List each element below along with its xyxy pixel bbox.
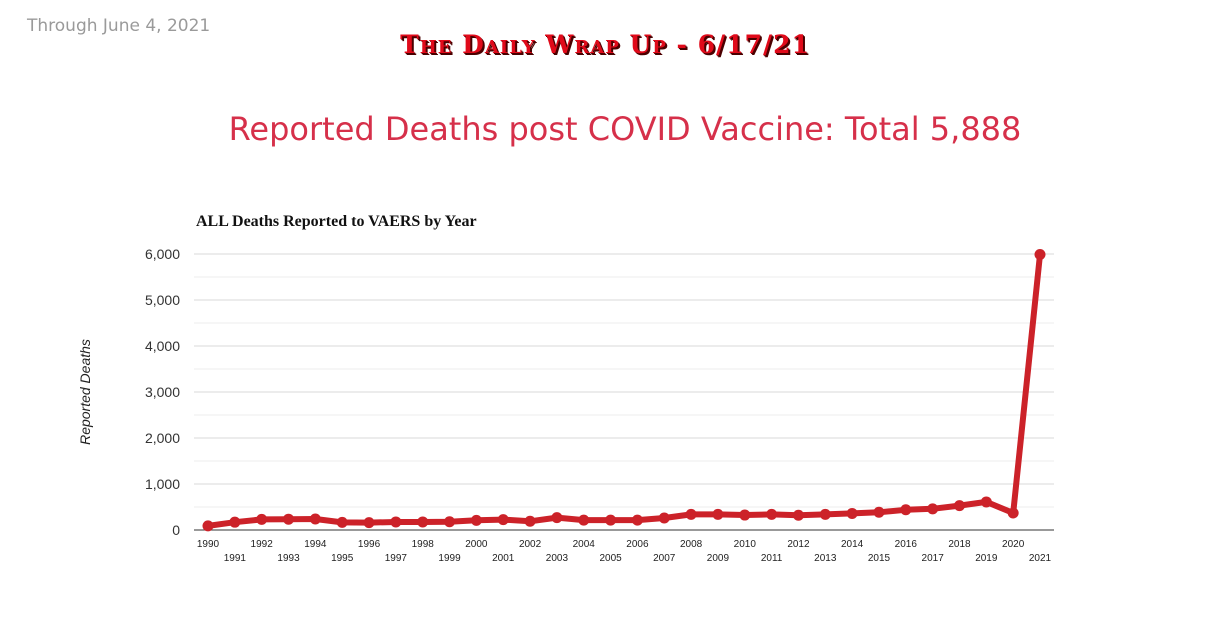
x-tick-label: 2007 — [653, 553, 676, 564]
axes: 0 1,000 2,000 3,000 4,000 5,000 6,000 1990 1991 1… — [145, 246, 1054, 564]
data-point — [551, 512, 563, 524]
data-point — [980, 496, 992, 508]
x-tick-label: 1996 — [358, 539, 381, 550]
data-point — [873, 506, 885, 518]
y-tick-label: 3,000 — [145, 384, 180, 400]
x-tick-label: 2012 — [787, 539, 810, 550]
x-tick-label: 1991 — [224, 553, 247, 564]
data-point — [363, 517, 375, 529]
x-tick-label: 2006 — [626, 539, 649, 550]
data-point — [229, 516, 241, 528]
x-tick-label: 1995 — [331, 553, 354, 564]
data-point — [417, 516, 429, 528]
x-tick-label: 2011 — [761, 553, 783, 564]
data-point — [846, 507, 858, 519]
x-tick-label: 2001 — [492, 553, 515, 564]
data-point — [1007, 507, 1019, 519]
data-point — [900, 504, 912, 516]
data-point — [739, 509, 751, 521]
daily-wrap-up-title: The Daily Wrap Up - 6/17/21 — [400, 30, 810, 59]
headline-title: Reported Deaths post COVID Vaccine: Tota… — [228, 110, 1022, 148]
x-tick-label: 2002 — [519, 539, 542, 550]
x-tick-label: 1997 — [385, 553, 408, 564]
data-point — [819, 508, 831, 520]
y-tick-label: 0 — [172, 522, 180, 538]
data-point — [202, 520, 214, 532]
data-point — [685, 508, 697, 520]
x-tick-label: 2004 — [573, 539, 596, 550]
x-tick-label: 2009 — [707, 553, 730, 564]
x-tick-label: 1994 — [304, 539, 327, 550]
x-tick-label: 2015 — [868, 553, 891, 564]
x-tick-label: 1990 — [197, 539, 220, 550]
data-point — [256, 513, 268, 525]
data-point — [953, 500, 965, 512]
data-point — [497, 514, 509, 526]
x-tick-label: 2010 — [734, 539, 757, 550]
x-tick-label: 1993 — [277, 553, 300, 564]
x-tick-label: 1999 — [438, 553, 461, 564]
data-point — [792, 509, 804, 521]
y-axis-label: Reported Deaths — [77, 339, 93, 445]
data-point — [766, 508, 778, 520]
x-tick-label: 1992 — [251, 539, 274, 550]
x-tick-label: 2018 — [948, 539, 971, 550]
y-tick-label: 5,000 — [145, 292, 180, 308]
data-point — [605, 514, 617, 526]
data-point — [658, 512, 670, 524]
data-point — [524, 515, 536, 527]
x-tick-label: 2021 — [1029, 553, 1052, 564]
data-point — [283, 513, 295, 525]
chart-title: ALL Deaths Reported to VAERS by Year — [196, 213, 477, 230]
data-point — [712, 508, 724, 520]
x-tick-label: 2014 — [841, 539, 864, 550]
y-tick-label: 2,000 — [145, 430, 180, 446]
x-tick-label: 2000 — [465, 539, 488, 550]
data-point — [1034, 248, 1046, 260]
x-tick-label: 1998 — [412, 539, 435, 550]
x-tick-label: 2008 — [680, 539, 703, 550]
x-tick-label: 2003 — [546, 553, 569, 564]
x-tick-label: 2016 — [895, 539, 918, 550]
data-point — [336, 516, 348, 528]
series-reported-deaths — [202, 248, 1046, 532]
grid-lines — [194, 253, 1054, 508]
data-point — [390, 516, 402, 528]
x-tick-label: 2017 — [922, 553, 945, 564]
x-tick-label: 2005 — [599, 553, 622, 564]
data-point — [309, 513, 321, 525]
data-point — [927, 503, 939, 515]
y-tick-label: 1,000 — [145, 476, 180, 492]
x-tick-label: 2019 — [975, 553, 998, 564]
y-tick-label: 6,000 — [145, 246, 180, 262]
x-tick-label: 2013 — [814, 553, 837, 564]
data-point — [444, 516, 456, 528]
data-point — [470, 514, 482, 526]
series-line — [205, 251, 1043, 529]
data-point — [578, 514, 590, 526]
x-tick-label: 2020 — [1002, 539, 1025, 550]
y-tick-label: 4,000 — [145, 338, 180, 354]
through-date-note: Through June 4, 2021 — [27, 16, 211, 36]
data-point — [631, 514, 643, 526]
